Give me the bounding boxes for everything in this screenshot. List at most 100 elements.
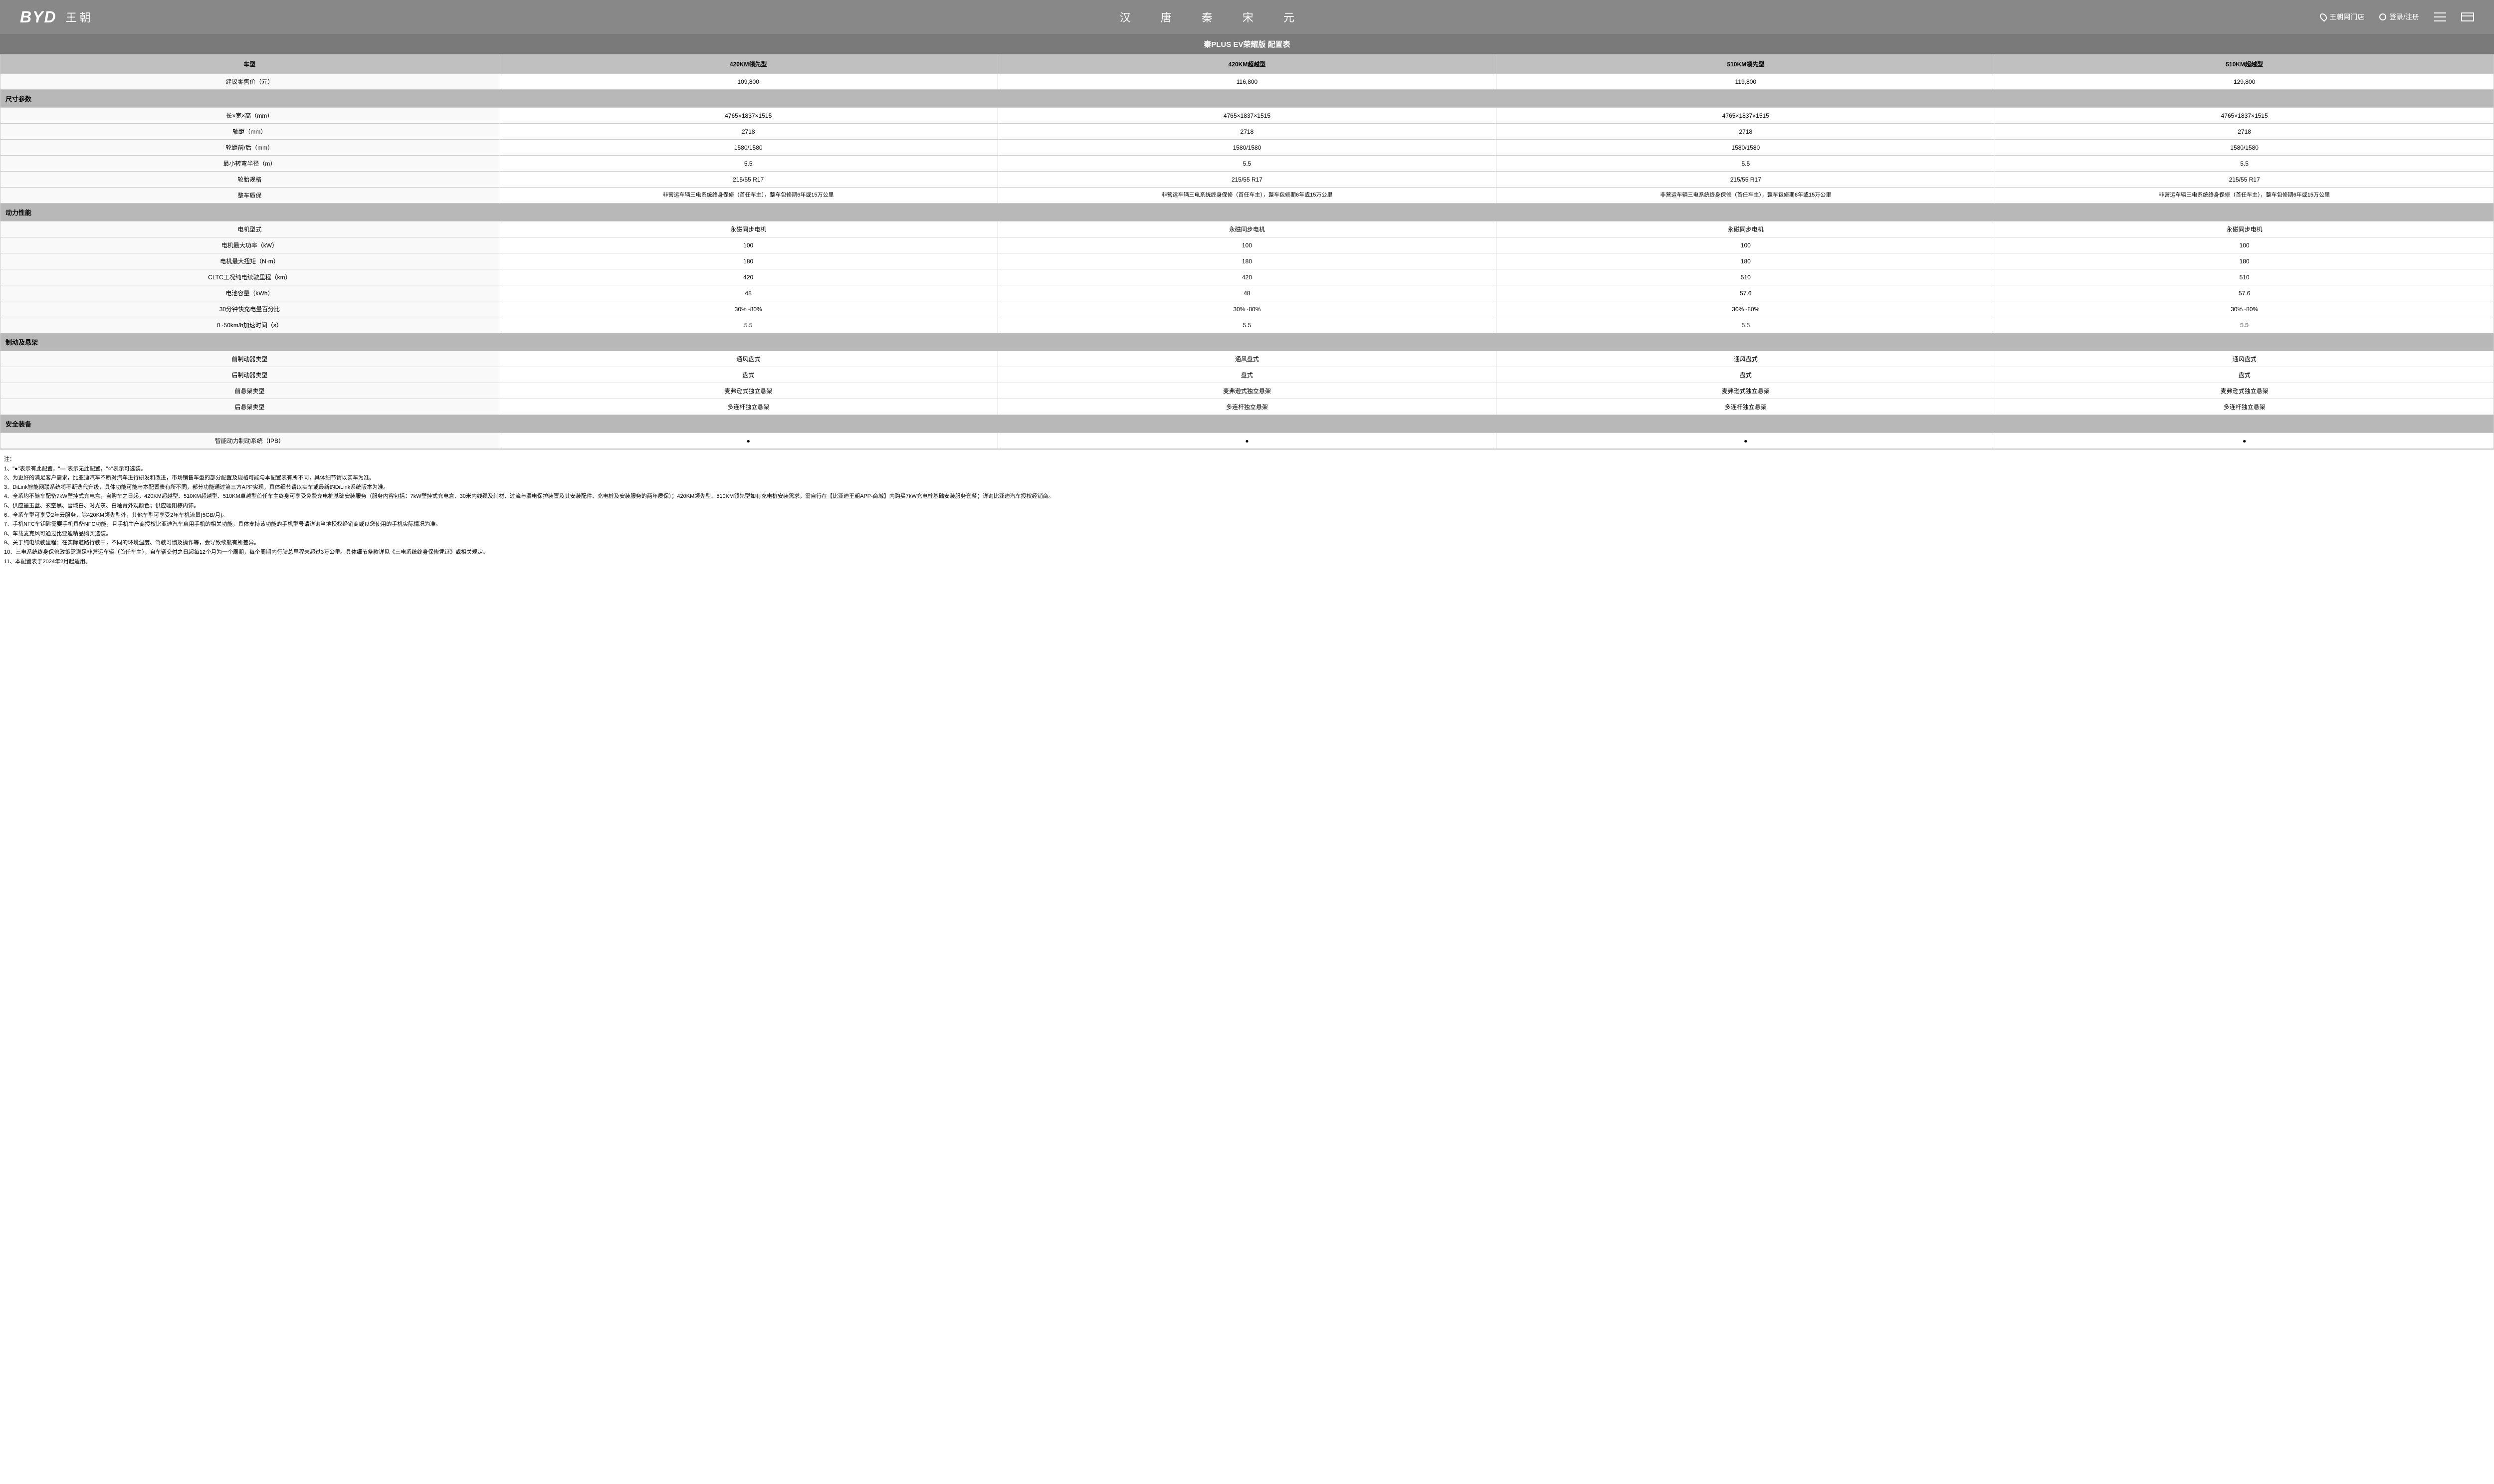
brand-text[interactable]: 王朝 [66,9,94,25]
person-icon [2379,13,2386,20]
cell-1-1-0: 100 [499,237,998,253]
price-label: 建议零售价（元） [0,74,499,90]
section-header: 制动及悬架 [0,333,2494,351]
card-icon[interactable] [2461,12,2474,21]
cell-2-2-1: 麦弗逊式独立悬架 [998,383,1496,399]
cell-0-4-1: 215/55 R17 [998,172,1496,188]
row-label: 电机型式 [0,221,499,237]
footer-note: 5、供应墨玉蓝、玄空黑、雪域白、时光灰、白釉青外观颜色；供应暖阳棕内饰。 [4,502,2490,511]
section-title-3: 安全装备 [0,415,2494,433]
table-row: 后悬架类型多连杆独立悬架多连杆独立悬架多连杆独立悬架多连杆独立悬架 [0,399,2494,415]
table-row: 后制动器类型盘式盘式盘式盘式 [0,367,2494,383]
table-row: 轴距（mm）2718271827182718 [0,124,2494,140]
section-header: 安全装备 [0,415,2494,433]
row-label: 电池容量（kWh） [0,285,499,301]
row-label: 最小转弯半径（m） [0,156,499,172]
section-header: 尺寸参数 [0,90,2494,108]
section-title-2: 制动及悬架 [0,333,2494,351]
table-row: 整车质保非营运车辆三电系统终身保修（首任车主），整车包修期6年或15万公里非营运… [0,188,2494,204]
login-link-text: 登录/注册 [2389,12,2419,22]
store-link[interactable]: 王朝网门店 [2320,12,2364,22]
row-label: CLTC工况纯电续驶里程（km） [0,269,499,285]
cell-1-5-3: 30%~80% [1995,301,2494,317]
cell-1-2-3: 180 [1995,253,2494,269]
cell-1-1-1: 100 [998,237,1496,253]
cell-1-5-0: 30%~80% [499,301,998,317]
cell-1-2-2: 180 [1496,253,1995,269]
main-header: BYD 王朝 汉 唐 秦 宋 元 王朝网门店 登录/注册 [0,0,2494,34]
cell-1-3-2: 510 [1496,269,1995,285]
nav-song[interactable]: 宋 [1243,9,1253,25]
cell-0-3-1: 5.5 [998,156,1496,172]
cell-2-3-2: 多连杆独立悬架 [1496,399,1995,415]
cell-3-0-0: ● [499,433,998,449]
cell-0-1-3: 2718 [1995,124,2494,140]
cell-0-4-0: 215/55 R17 [499,172,998,188]
cell-1-4-1: 48 [998,285,1496,301]
model-2: 510KM领先型 [1496,55,1995,74]
row-label: 电机最大扭矩（N·m） [0,253,499,269]
cell-2-1-1: 盘式 [998,367,1496,383]
cell-2-3-1: 多连杆独立悬架 [998,399,1496,415]
cell-0-1-2: 2718 [1496,124,1995,140]
nav-tang[interactable]: 唐 [1161,9,1172,25]
cell-1-6-0: 5.5 [499,317,998,333]
nav-right: 王朝网门店 登录/注册 [2320,12,2474,22]
footer-note: 6、全系车型可享受2年云服务，除420KM领先型外，其他车型可享受2年车机流量(… [4,511,2490,520]
table-row: 30分钟快充电量百分比30%~80%30%~80%30%~80%30%~80% [0,301,2494,317]
row-label: 长×宽×高（mm） [0,108,499,124]
footer-title: 注： [4,455,2490,464]
logo-section: BYD 王朝 [20,8,94,26]
menu-icon[interactable] [2434,12,2446,21]
table-row: 电机最大功率（kW）100100100100 [0,237,2494,253]
nav-han[interactable]: 汉 [1120,9,1131,25]
footer-note: 11、本配置表于2024年2月起适用。 [4,558,2490,567]
table-row: 前制动器类型通风盘式通风盘式通风盘式通风盘式 [0,351,2494,367]
cell-0-2-3: 1580/1580 [1995,140,2494,156]
model-3: 510KM超越型 [1995,55,2494,74]
cell-1-4-3: 57.6 [1995,285,2494,301]
row-label: 轴距（mm） [0,124,499,140]
model-0: 420KM领先型 [499,55,998,74]
header-row: 车型 420KM领先型 420KM超越型 510KM领先型 510KM超越型 [0,55,2494,74]
row-label: 智能动力制动系统（IPB） [0,433,499,449]
footer-note: 4、全系均不随车配备7kW壁挂式充电盒，自购车之日起，420KM超越型、510K… [4,492,2490,501]
row-label: 轮距前/后（mm） [0,140,499,156]
cell-1-0-2: 永磁同步电机 [1496,221,1995,237]
row-label: 0~50km/h加速时间（s） [0,317,499,333]
cell-0-1-0: 2718 [499,124,998,140]
cell-1-4-0: 48 [499,285,998,301]
store-link-text: 王朝网门店 [2329,12,2364,22]
cell-2-0-1: 通风盘式 [998,351,1496,367]
byd-logo[interactable]: BYD [20,8,57,26]
cell-1-1-3: 100 [1995,237,2494,253]
cell-1-5-1: 30%~80% [998,301,1496,317]
cell-0-5-2: 非营运车辆三电系统终身保修（首任车主），整车包修期6年或15万公里 [1496,188,1995,204]
cell-2-1-2: 盘式 [1496,367,1995,383]
cell-1-3-0: 420 [499,269,998,285]
price-3: 129,800 [1995,74,2494,90]
table-row: 0~50km/h加速时间（s）5.55.55.55.5 [0,317,2494,333]
cell-3-0-1: ● [998,433,1496,449]
cell-2-2-3: 麦弗逊式独立悬架 [1995,383,2494,399]
cell-0-3-0: 5.5 [499,156,998,172]
cell-2-3-3: 多连杆独立悬架 [1995,399,2494,415]
nav-qin[interactable]: 秦 [1202,9,1213,25]
row-label: 电机最大功率（kW） [0,237,499,253]
table-row: 电机型式永磁同步电机永磁同步电机永磁同步电机永磁同步电机 [0,221,2494,237]
cell-0-5-1: 非营运车辆三电系统终身保修（首任车主），整车包修期6年或15万公里 [998,188,1496,204]
cell-0-0-0: 4765×1837×1515 [499,108,998,124]
cell-0-3-3: 5.5 [1995,156,2494,172]
spec-table-container: 秦PLUS EV荣耀版 配置表 车型 420KM领先型 420KM超越型 510… [0,34,2494,449]
cell-2-3-0: 多连杆独立悬架 [499,399,998,415]
login-link[interactable]: 登录/注册 [2379,12,2419,22]
nav-yuan[interactable]: 元 [1283,9,1294,25]
cell-1-6-3: 5.5 [1995,317,2494,333]
section-title-1: 动力性能 [0,204,2494,221]
footer-note: 1、"●"表示有此配置，"—"表示无此配置，"○"表示可选装。 [4,465,2490,474]
cell-1-2-1: 180 [998,253,1496,269]
footer-note: 9、关于纯电续驶里程：在实际道路行驶中，不同的环境温度、驾驶习惯及操作等，会导致… [4,539,2490,548]
price-row: 建议零售价（元）109,800116,800119,800129,800 [0,74,2494,90]
spec-table: 车型 420KM领先型 420KM超越型 510KM领先型 510KM超越型 建… [0,54,2494,449]
row-label: 前悬架类型 [0,383,499,399]
